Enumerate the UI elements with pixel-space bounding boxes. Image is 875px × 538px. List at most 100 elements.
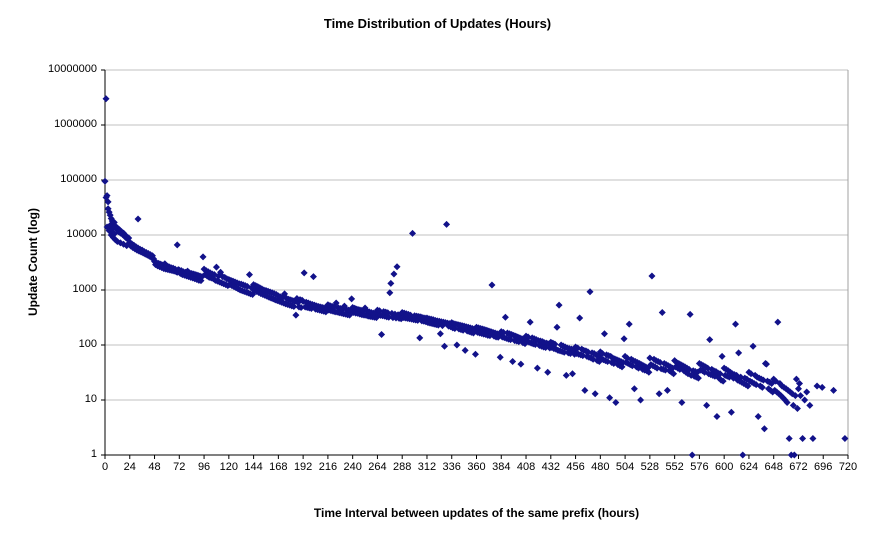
x-tick-label: 336 — [442, 461, 461, 473]
data-point — [762, 360, 770, 368]
x-tick-label: 720 — [838, 461, 858, 473]
data-point — [586, 288, 594, 296]
data-point — [526, 318, 534, 326]
data-point — [568, 370, 576, 378]
x-tick-label: 504 — [615, 461, 635, 473]
data-point — [555, 301, 563, 309]
x-tick-label: 576 — [690, 461, 709, 473]
x-axis-title: Time Interval between updates of the sam… — [313, 506, 640, 520]
data-point — [461, 346, 469, 354]
y-tick-label: 10000 — [66, 228, 97, 240]
data-point — [103, 192, 111, 200]
data-point — [830, 386, 838, 394]
data-point — [841, 434, 849, 442]
x-tick-label: 600 — [714, 461, 734, 473]
data-point — [600, 330, 608, 338]
data-point — [727, 408, 735, 416]
data-point — [517, 360, 525, 368]
data-point — [716, 370, 724, 378]
data-point — [386, 289, 394, 297]
data-point — [551, 340, 559, 348]
data-point — [694, 374, 702, 382]
x-tick-label: 0 — [101, 461, 109, 473]
x-tick-label: 360 — [467, 461, 486, 473]
data-point — [774, 318, 782, 326]
data-point — [390, 270, 398, 278]
data-point — [245, 271, 253, 279]
data-point — [794, 385, 802, 393]
data-point — [606, 394, 614, 402]
x-tick-label: 144 — [244, 461, 263, 473]
x-tick-label: 240 — [343, 461, 362, 473]
data-point — [436, 330, 444, 338]
data-point — [212, 263, 220, 271]
x-tick-label: 624 — [739, 461, 759, 473]
data-point — [713, 413, 721, 421]
data-point — [300, 269, 308, 277]
data-point — [199, 253, 207, 261]
x-tick-label: 264 — [368, 461, 387, 473]
x-tick-label: 48 — [148, 461, 161, 473]
x-tick-label: 552 — [665, 461, 684, 473]
data-point — [813, 382, 821, 390]
y-tick-label: 10 — [84, 393, 97, 405]
data-point — [797, 392, 805, 400]
data-point — [387, 279, 395, 287]
data-point — [533, 364, 541, 372]
x-tick-label: 432 — [541, 461, 560, 473]
data-point — [789, 401, 797, 409]
x-tick-label: 528 — [640, 461, 660, 473]
data-point — [630, 385, 638, 393]
data-point — [297, 304, 305, 312]
data-point — [612, 399, 620, 407]
data-point — [625, 320, 633, 328]
data-point — [686, 310, 694, 318]
data-point — [658, 308, 666, 316]
data-point — [706, 336, 714, 344]
x-tick-label: 216 — [318, 461, 338, 473]
data-point — [783, 399, 791, 407]
y-tick-label: 100000 — [60, 173, 97, 185]
data-point — [670, 370, 678, 378]
data-point — [471, 350, 479, 358]
x-tick-label: 672 — [789, 461, 808, 473]
y-tick-label: 10000000 — [48, 63, 97, 75]
x-tick-label: 120 — [219, 461, 238, 473]
data-point — [496, 353, 504, 361]
x-tick-label: 456 — [566, 461, 585, 473]
data-point — [735, 349, 743, 357]
data-point — [732, 320, 740, 328]
data-point — [553, 323, 561, 331]
x-tick-label: 384 — [492, 461, 511, 473]
chart-title: Time Distribution of Updates (Hours) — [323, 16, 552, 31]
data-point — [803, 388, 811, 396]
y-tick-label: 1 — [90, 448, 97, 460]
data-point — [544, 368, 552, 376]
data-point — [123, 232, 131, 240]
x-tick-label: 168 — [269, 461, 288, 473]
data-point — [173, 241, 181, 249]
data-point — [791, 392, 799, 400]
data-point — [104, 198, 112, 206]
data-point — [620, 335, 628, 343]
data-point — [409, 229, 417, 237]
data-point — [309, 273, 317, 281]
data-point — [790, 451, 798, 459]
data-point — [378, 331, 386, 339]
x-tick-label: 192 — [293, 461, 313, 473]
x-tick-label: 648 — [764, 461, 783, 473]
x-tick-label: 96 — [197, 461, 211, 473]
x-tick-label: 312 — [417, 461, 437, 473]
data-point — [509, 358, 517, 366]
data-point — [801, 396, 809, 404]
data-point — [806, 401, 814, 409]
data-point — [501, 313, 509, 321]
data-point — [348, 295, 356, 303]
x-tick-label: 288 — [393, 461, 412, 473]
data-point — [792, 375, 800, 383]
data-point — [719, 377, 727, 385]
data-point — [453, 341, 461, 349]
data-point — [718, 352, 726, 360]
data-point — [754, 413, 762, 421]
data-point — [648, 272, 656, 280]
